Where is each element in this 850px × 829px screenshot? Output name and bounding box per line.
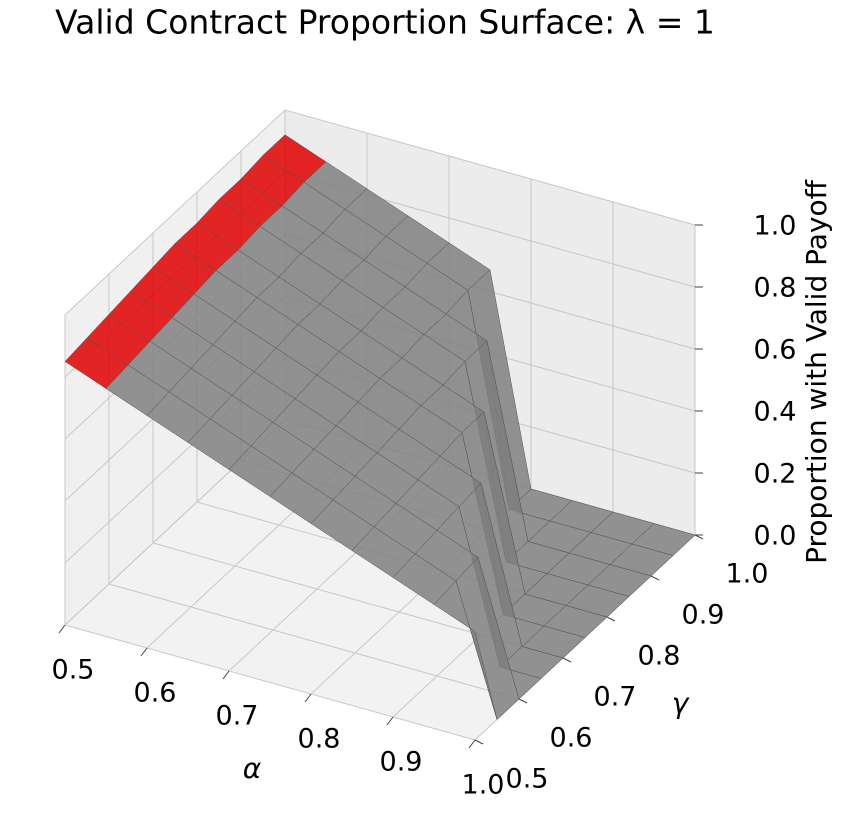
y-tick (650, 575, 660, 581)
z-tick-label: 0.0 (754, 521, 797, 552)
y-tick-label: 0.6 (550, 723, 593, 754)
x-tick (386, 716, 394, 726)
x-tick-label: 0.9 (380, 747, 423, 778)
y-tick (562, 657, 572, 663)
y-tick (474, 739, 484, 745)
x-tick-label: 0.5 (52, 655, 95, 686)
y-tick-label: 0.9 (682, 600, 725, 631)
z-tick-label: 1.0 (754, 211, 797, 242)
y-tick-label: 0.7 (594, 682, 637, 713)
y-tick-label: 0.5 (506, 764, 549, 795)
z-tick-label: 0.2 (754, 459, 797, 490)
z-tick-label: 0.8 (754, 273, 797, 304)
surface-cell (433, 580, 498, 720)
y-tick (606, 616, 616, 622)
x-axis-label: α (243, 752, 262, 785)
y-tick-label: 1.0 (726, 559, 769, 590)
x-tick-label: 1.0 (462, 770, 505, 801)
x-tick (304, 693, 312, 703)
grid-line (64, 109, 696, 316)
x-tick-label: 0.7 (216, 701, 259, 732)
x-tick-label: 0.6 (134, 678, 177, 709)
x-tick (58, 624, 66, 634)
x-tick (468, 739, 476, 749)
chart-title: Valid Contract Proportion Surface: λ = 1 (55, 3, 715, 42)
z-axis-label: Proportion with Valid Payoff (800, 179, 833, 564)
y-tick (518, 698, 528, 704)
y-tick-label: 0.8 (638, 641, 681, 672)
z-tick-label: 0.6 (754, 335, 797, 366)
x-tick (222, 670, 230, 680)
z-tick-label: 0.4 (754, 397, 797, 428)
x-tick (140, 647, 148, 657)
surface (64, 134, 696, 720)
x-tick-label: 0.8 (298, 724, 341, 755)
y-axis-label: γ (672, 687, 690, 720)
y-tick (694, 534, 704, 540)
